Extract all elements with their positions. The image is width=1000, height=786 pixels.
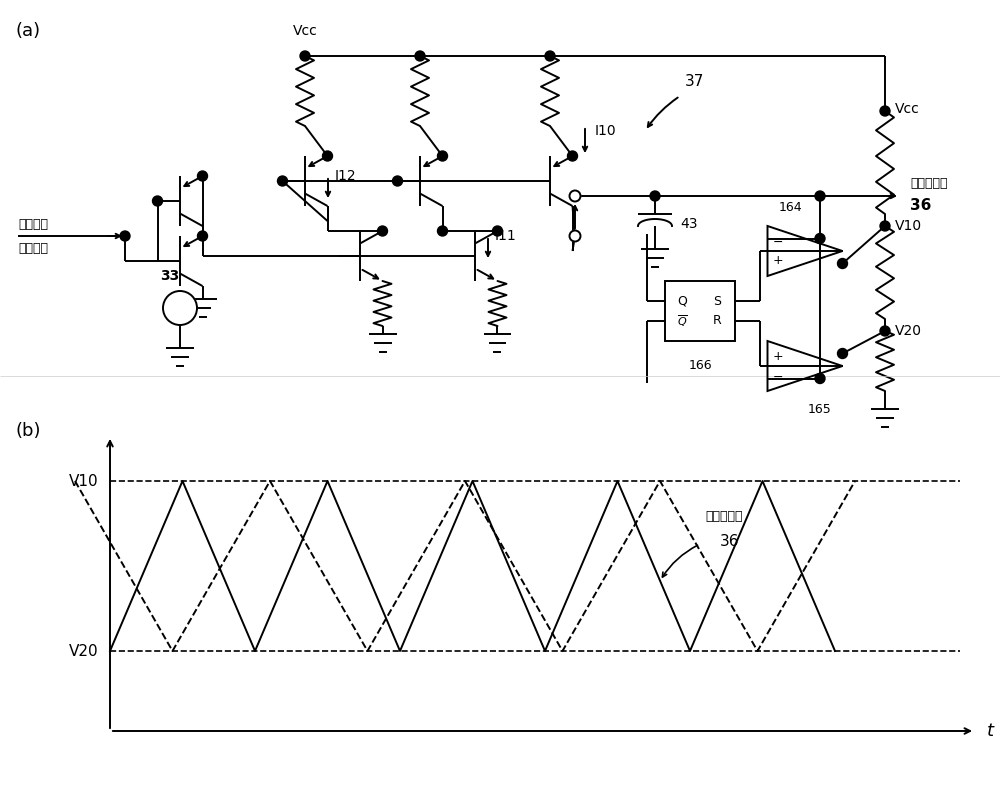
Circle shape (415, 51, 425, 61)
Circle shape (838, 259, 848, 269)
Circle shape (650, 191, 660, 201)
Text: 37: 37 (685, 74, 705, 89)
Circle shape (392, 176, 402, 186)
Circle shape (438, 151, 448, 161)
Circle shape (198, 231, 208, 241)
Text: (b): (b) (15, 422, 41, 440)
Circle shape (880, 106, 890, 116)
Circle shape (570, 190, 580, 201)
Circle shape (815, 373, 825, 384)
Text: 166: 166 (688, 359, 712, 372)
Text: 三角波载波: 三角波载波 (705, 509, 742, 523)
Text: 36: 36 (720, 534, 740, 549)
Text: 165: 165 (808, 403, 832, 416)
Text: 33: 33 (160, 269, 179, 283)
Text: V10: V10 (895, 219, 922, 233)
Circle shape (163, 291, 197, 325)
Text: $\overline{Q}$: $\overline{Q}$ (677, 313, 688, 329)
Circle shape (120, 231, 130, 241)
Circle shape (198, 171, 208, 181)
Circle shape (322, 151, 332, 161)
Text: 43: 43 (680, 217, 698, 231)
Circle shape (838, 348, 848, 358)
Text: $+$: $+$ (772, 255, 783, 267)
Text: Q: Q (678, 295, 687, 307)
Text: S: S (714, 295, 722, 307)
Text: 开关频率: 开关频率 (18, 218, 48, 230)
Circle shape (300, 51, 310, 61)
Text: 控制信号: 控制信号 (18, 241, 48, 255)
Circle shape (152, 196, 162, 206)
Circle shape (278, 176, 288, 186)
Text: 164: 164 (778, 201, 802, 214)
Text: $+$: $+$ (772, 350, 783, 362)
Text: (a): (a) (15, 22, 41, 40)
Circle shape (378, 226, 388, 236)
Text: V10: V10 (68, 473, 98, 489)
Text: I11: I11 (495, 229, 517, 243)
Circle shape (570, 230, 580, 241)
Text: 三角波载波: 三角波载波 (910, 177, 948, 189)
Text: I12: I12 (335, 169, 357, 183)
Text: I10: I10 (595, 124, 617, 138)
Text: Vcc: Vcc (895, 102, 920, 116)
Circle shape (545, 51, 555, 61)
Text: 36: 36 (910, 199, 931, 214)
Circle shape (568, 151, 578, 161)
Text: Vcc: Vcc (293, 24, 317, 38)
Text: R: R (713, 314, 722, 328)
Text: $-$: $-$ (772, 369, 783, 383)
Circle shape (880, 326, 890, 336)
Circle shape (815, 191, 825, 201)
Text: V20: V20 (895, 324, 922, 338)
Circle shape (815, 233, 825, 244)
Circle shape (492, 226, 502, 236)
Text: V20: V20 (68, 644, 98, 659)
Circle shape (880, 221, 890, 231)
Circle shape (438, 226, 448, 236)
Text: t: t (986, 722, 994, 740)
Bar (665, 281, 735, 341)
Text: $-$: $-$ (772, 234, 783, 248)
